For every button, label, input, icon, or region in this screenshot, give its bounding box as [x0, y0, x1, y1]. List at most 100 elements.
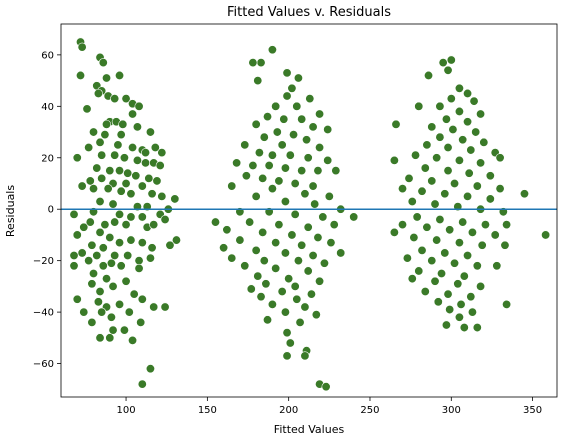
- data-point: [309, 251, 317, 259]
- data-point: [428, 256, 436, 264]
- data-point: [294, 74, 302, 82]
- data-point: [70, 262, 78, 270]
- data-point: [297, 241, 305, 249]
- data-point: [158, 148, 166, 156]
- data-point: [96, 228, 104, 236]
- data-point: [405, 174, 413, 182]
- data-point: [439, 58, 447, 66]
- data-point: [415, 102, 423, 110]
- data-point: [455, 84, 463, 92]
- data-point: [153, 177, 161, 185]
- data-point: [423, 223, 431, 231]
- data-point: [107, 259, 115, 267]
- data-point: [78, 249, 86, 257]
- data-point: [123, 169, 131, 177]
- data-point: [314, 166, 322, 174]
- data-point: [101, 220, 109, 228]
- data-point: [110, 151, 118, 159]
- data-point: [109, 200, 117, 208]
- data-point: [392, 120, 400, 128]
- data-point: [324, 156, 332, 164]
- data-point: [291, 282, 299, 290]
- data-point: [94, 89, 102, 97]
- data-point: [70, 251, 78, 259]
- data-point: [255, 148, 263, 156]
- data-point: [324, 125, 332, 133]
- data-point: [434, 298, 442, 306]
- x-tick-label: 250: [360, 405, 379, 416]
- data-point: [442, 115, 450, 123]
- data-point: [150, 220, 158, 228]
- data-point: [281, 308, 289, 316]
- data-point: [468, 228, 476, 236]
- data-point: [132, 172, 140, 180]
- data-point: [332, 166, 340, 174]
- data-point: [107, 313, 115, 321]
- data-point: [306, 94, 314, 102]
- data-point: [502, 300, 510, 308]
- data-point: [115, 71, 123, 79]
- data-point: [411, 151, 419, 159]
- data-point: [117, 262, 125, 270]
- data-point: [141, 148, 149, 156]
- data-point: [252, 120, 260, 128]
- data-point: [223, 226, 231, 234]
- data-point: [96, 138, 104, 146]
- data-point: [418, 246, 426, 254]
- data-point: [84, 143, 92, 151]
- data-point: [93, 164, 101, 172]
- x-tick-label: 200: [279, 405, 298, 416]
- data-point: [114, 141, 122, 149]
- data-point: [115, 300, 123, 308]
- data-point: [304, 267, 312, 275]
- data-point: [97, 151, 105, 159]
- data-point: [480, 138, 488, 146]
- data-point: [145, 174, 153, 182]
- data-point: [260, 256, 268, 264]
- data-point: [408, 197, 416, 205]
- data-point: [273, 128, 281, 136]
- data-point: [496, 154, 504, 162]
- data-point: [442, 321, 450, 329]
- data-point: [78, 182, 86, 190]
- data-point: [275, 220, 283, 228]
- data-point: [117, 187, 125, 195]
- data-point: [408, 274, 416, 282]
- data-point: [444, 166, 452, 174]
- data-point: [288, 84, 296, 92]
- data-point: [128, 110, 136, 118]
- data-point: [310, 200, 318, 208]
- data-point: [330, 220, 338, 228]
- data-point: [102, 274, 110, 282]
- x-tick-label: 100: [117, 405, 136, 416]
- data-point: [228, 182, 236, 190]
- data-point: [97, 174, 105, 182]
- data-point: [110, 94, 118, 102]
- data-point: [125, 308, 133, 316]
- data-point: [70, 210, 78, 218]
- data-point: [463, 192, 471, 200]
- data-point: [421, 287, 429, 295]
- data-point: [128, 143, 136, 151]
- data-point: [491, 231, 499, 239]
- data-point: [410, 233, 418, 241]
- data-point: [271, 102, 279, 110]
- data-point: [481, 220, 489, 228]
- data-point: [309, 123, 317, 131]
- data-point: [148, 244, 156, 252]
- data-point: [288, 231, 296, 239]
- data-point: [281, 164, 289, 172]
- data-point: [150, 303, 158, 311]
- data-point: [320, 259, 328, 267]
- data-point: [268, 184, 276, 192]
- data-point: [501, 241, 509, 249]
- data-point: [88, 241, 96, 249]
- data-point: [127, 213, 135, 221]
- data-point: [156, 161, 164, 169]
- data-point: [465, 169, 473, 177]
- data-point: [297, 166, 305, 174]
- data-point: [128, 336, 136, 344]
- data-point: [110, 251, 118, 259]
- data-point: [80, 223, 88, 231]
- data-point: [86, 177, 94, 185]
